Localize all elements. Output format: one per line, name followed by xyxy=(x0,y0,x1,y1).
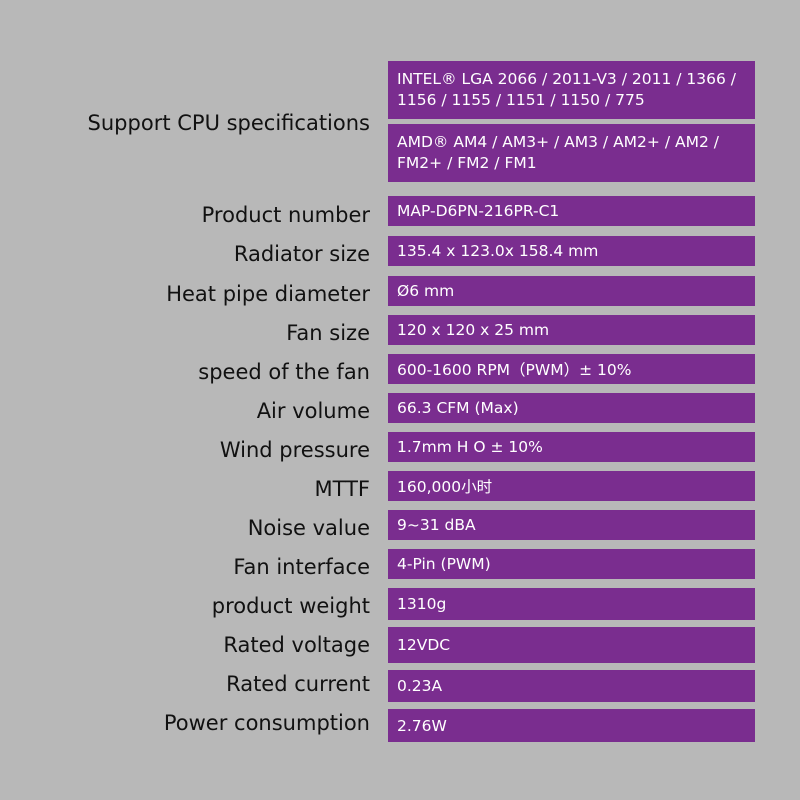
rated-voltage-label: Rated voltage xyxy=(223,633,370,657)
amd-socket-list: AMD® AM4 / AM3+ / AM3 / AM2+ / AM2 / FM2… xyxy=(388,124,755,182)
fan-interface-value: 4-Pin (PWM) xyxy=(388,549,755,579)
fan-size-value: 120 x 120 x 25 mm xyxy=(388,315,755,345)
product-weight-label: product weight xyxy=(211,594,370,618)
air-volume-label: Air volume xyxy=(256,399,370,423)
noise-value-label: Noise value xyxy=(247,516,370,540)
cpu-support-label: Support CPU specifications xyxy=(87,111,370,135)
intel-socket-list: INTEL® LGA 2066 / 2011-V3 / 2011 / 1366 … xyxy=(388,61,755,119)
air-volume-value: 66.3 CFM (Max) xyxy=(388,393,755,423)
rated-voltage-value: 12VDC xyxy=(388,627,755,663)
fan-size-label: Fan size xyxy=(286,321,370,345)
product-number-label: Product number xyxy=(201,203,370,227)
intel-socket-line-1: INTEL® LGA 2066 / 2011-V3 / 2011 / 1366 … xyxy=(397,70,736,88)
radiator-size-label: Radiator size xyxy=(233,242,370,266)
heat-pipe-diameter-value: Ø6 mm xyxy=(388,276,755,306)
product-weight-value: 1310g xyxy=(388,588,755,620)
power-consumption-label: Power consumption xyxy=(163,711,370,735)
mttf-value: 160,000小时 xyxy=(388,471,755,501)
rated-current-label: Rated current xyxy=(226,672,370,696)
noise-value-value: 9~31 dBA xyxy=(388,510,755,540)
fan-interface-label: Fan interface xyxy=(233,555,370,579)
product-number-value: MAP-D6PN-216PR-C1 xyxy=(388,196,755,226)
fan-speed-label: speed of the fan xyxy=(198,360,370,384)
heat-pipe-diameter-label: Heat pipe diameter xyxy=(166,282,370,306)
rated-current-value: 0.23A xyxy=(388,670,755,702)
amd-socket-line-1: AMD® AM4 / AM3+ / AM3 / AM2+ / AM2 / xyxy=(397,133,719,151)
power-consumption-value: 2.76W xyxy=(388,709,755,742)
wind-pressure-value: 1.7mm H O ± 10% xyxy=(388,432,755,462)
mttf-label: MTTF xyxy=(314,477,370,501)
amd-socket-line-2: FM2+ / FM2 / FM1 xyxy=(397,154,537,172)
radiator-size-value: 135.4 x 123.0x 158.4 mm xyxy=(388,236,755,266)
fan-speed-value: 600-1600 RPM（PWM）± 10% xyxy=(388,354,755,384)
intel-socket-line-2: 1156 / 1155 / 1151 / 1150 / 775 xyxy=(397,91,645,109)
wind-pressure-label: Wind pressure xyxy=(219,438,370,462)
